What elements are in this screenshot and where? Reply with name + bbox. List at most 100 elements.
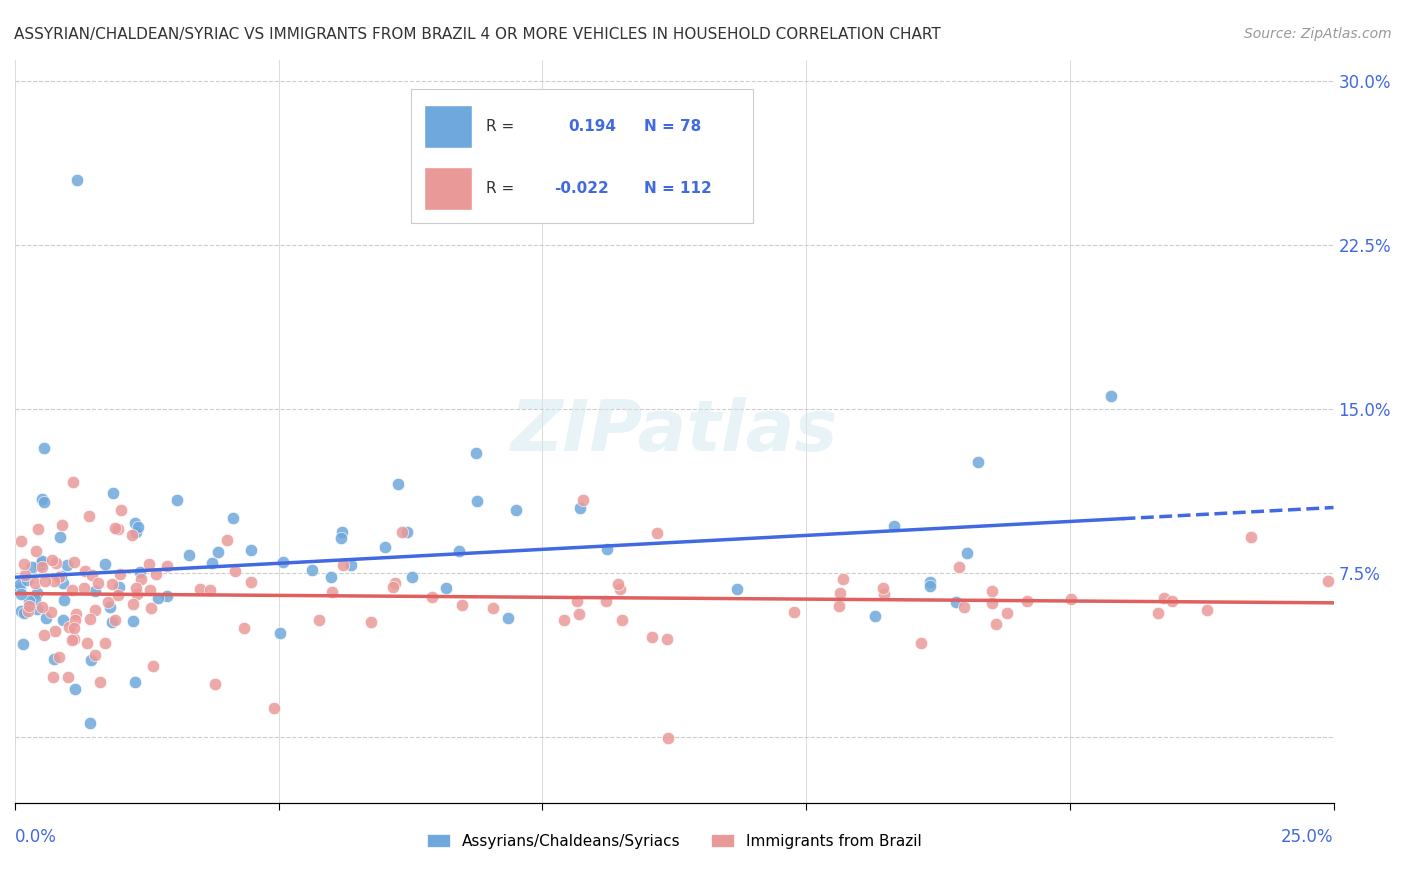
Point bbox=[1317, 574, 1340, 588]
Point bbox=[79, 611, 101, 625]
Point bbox=[49, 530, 72, 544]
Point bbox=[224, 565, 246, 579]
Point bbox=[127, 519, 149, 533]
Point bbox=[41, 553, 63, 567]
Point bbox=[93, 636, 115, 650]
Point bbox=[122, 614, 145, 628]
Point bbox=[48, 650, 70, 665]
Point bbox=[121, 528, 143, 542]
Point bbox=[166, 493, 188, 508]
Point bbox=[568, 607, 591, 621]
Point bbox=[565, 593, 588, 607]
Point bbox=[25, 544, 48, 558]
Point bbox=[382, 581, 405, 595]
Point bbox=[138, 558, 160, 572]
Point bbox=[340, 558, 363, 572]
Text: ASSYRIAN/CHALDEAN/SYRIAC VS IMMIGRANTS FROM BRAZIL 4 OR MORE VEHICLES IN HOUSEHO: ASSYRIAN/CHALDEAN/SYRIAC VS IMMIGRANTS F… bbox=[14, 27, 941, 42]
Point bbox=[63, 613, 86, 627]
Point bbox=[8, 581, 31, 595]
Point bbox=[52, 576, 75, 591]
Point bbox=[1101, 389, 1123, 403]
Point bbox=[65, 607, 87, 621]
Point bbox=[568, 501, 591, 516]
Point bbox=[139, 600, 162, 615]
Point bbox=[139, 583, 162, 598]
Point bbox=[62, 622, 84, 636]
Point bbox=[481, 601, 503, 615]
Point bbox=[496, 610, 519, 624]
Point bbox=[58, 620, 80, 634]
Point bbox=[1147, 607, 1170, 621]
Point bbox=[986, 617, 1008, 632]
Point bbox=[51, 518, 73, 533]
Point bbox=[177, 549, 200, 563]
Point bbox=[31, 600, 53, 615]
Point bbox=[217, 533, 239, 548]
Point bbox=[145, 566, 167, 581]
Point bbox=[104, 613, 127, 627]
Point bbox=[27, 586, 49, 600]
Point bbox=[31, 491, 53, 506]
Point bbox=[10, 604, 32, 618]
Point bbox=[828, 599, 851, 613]
Point bbox=[374, 540, 396, 554]
Point bbox=[45, 556, 67, 570]
Point bbox=[110, 503, 132, 517]
Point bbox=[948, 560, 970, 574]
Point bbox=[201, 556, 224, 570]
Point bbox=[13, 558, 35, 572]
Point bbox=[1195, 603, 1218, 617]
Point bbox=[321, 585, 343, 599]
Text: Source: ZipAtlas.com: Source: ZipAtlas.com bbox=[1244, 27, 1392, 41]
Point bbox=[156, 589, 179, 603]
Point bbox=[73, 581, 96, 595]
Point bbox=[35, 610, 58, 624]
Point bbox=[24, 592, 46, 607]
Point bbox=[240, 574, 263, 589]
Point bbox=[918, 578, 941, 592]
Point bbox=[330, 524, 353, 539]
Point bbox=[465, 493, 488, 508]
Point bbox=[122, 597, 145, 611]
Point bbox=[53, 593, 76, 607]
Point bbox=[11, 637, 34, 651]
Point bbox=[222, 511, 245, 525]
Point bbox=[98, 599, 121, 614]
Point bbox=[129, 572, 152, 586]
Point bbox=[1017, 593, 1039, 607]
Point bbox=[645, 525, 668, 540]
Point bbox=[124, 516, 146, 531]
Point bbox=[124, 581, 146, 595]
Point bbox=[872, 582, 894, 596]
Point bbox=[125, 525, 148, 540]
Point bbox=[84, 584, 107, 599]
Point bbox=[76, 636, 98, 650]
Point bbox=[655, 632, 678, 647]
Point bbox=[60, 582, 83, 597]
Point bbox=[464, 445, 486, 459]
Point bbox=[73, 564, 96, 578]
Point bbox=[863, 608, 886, 623]
Point bbox=[391, 524, 413, 539]
Point bbox=[94, 558, 117, 572]
Point bbox=[10, 587, 32, 601]
Point bbox=[89, 674, 111, 689]
Point bbox=[44, 652, 66, 666]
Point bbox=[831, 572, 853, 586]
Point bbox=[920, 574, 942, 589]
Point bbox=[44, 574, 66, 589]
Point bbox=[39, 605, 62, 619]
Point bbox=[883, 519, 905, 533]
Point bbox=[34, 627, 56, 641]
Point bbox=[52, 613, 75, 627]
Point bbox=[107, 522, 129, 536]
Point bbox=[188, 582, 211, 597]
Point bbox=[17, 599, 39, 613]
Point bbox=[956, 546, 979, 560]
Point bbox=[828, 586, 851, 600]
Point bbox=[571, 493, 593, 508]
Point bbox=[101, 485, 124, 500]
Point bbox=[27, 602, 49, 616]
Point bbox=[945, 595, 967, 609]
Point bbox=[387, 476, 409, 491]
